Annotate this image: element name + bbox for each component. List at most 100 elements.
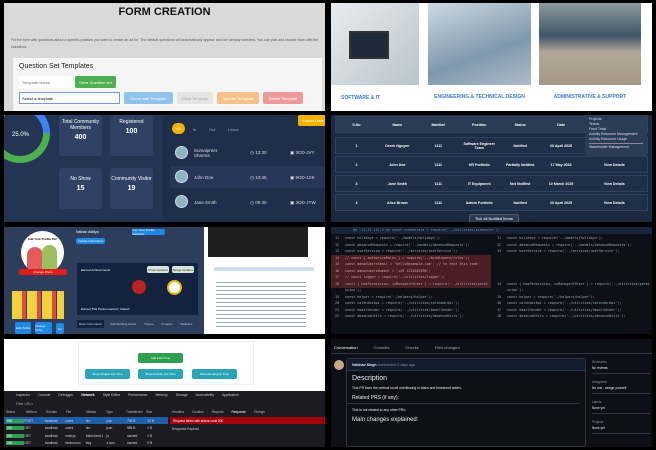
tick-all-button[interactable]: Tick all Notified Items [469,214,519,222]
code-line: const absenceUtils = require('../utiliti… [507,314,626,318]
pr-tab[interactable]: Checks [405,345,419,350]
save-question-set-button[interactable]: Save Question set [75,76,116,88]
person-row[interactable]: Sumalpreet Sharma ◷ 12:30 ▣ 3OD-JVY [170,142,325,164]
devtools-tab[interactable]: Network [81,393,95,397]
stat-total: Total Community Members 400 [59,115,102,156]
devtools-tab[interactable]: Memory [155,393,168,397]
update-info-button[interactable]: Update Information [76,238,105,244]
devtools-tab[interactable]: Application [222,393,239,397]
filter-all[interactable]: All [172,123,185,134]
devtools-tab[interactable]: Inspector [16,393,30,397]
error-banner: Request failed with status code 500 [170,417,325,424]
profile-picture[interactable]: Add Your Profile Pic! [21,231,64,274]
menu-item[interactable]: Feed Trials [589,127,607,131]
diff-line: 16 const calendarApi = require('../utilit… [493,300,650,307]
menu-item[interactable]: Teams [589,122,600,126]
tab-projects[interactable]: Projects [161,322,173,326]
tab-hours[interactable]: Add Working Hours [110,322,137,326]
tab-theme[interactable]: Theme [144,322,154,326]
profile-name: Nathan Aditiya [76,230,99,234]
person-row[interactable]: Jane Smith ◷ 09:30 ▣ 3OD-JYW [170,191,325,213]
devtools-tab[interactable]: Accessibility [195,393,215,397]
category-label: ENGINEERING & TECHNICAL DESIGN [434,94,525,100]
show-project-list-button[interactable]: Show Project List Time [85,369,130,379]
delete-template-button[interactable]: Delete Template [263,92,303,104]
edit-profile-button[interactable]: Edit Profile [15,322,31,334]
category-card-software[interactable]: SOFTWARE & IT [331,3,419,111]
menu-item[interactable]: Projects [589,117,602,121]
append-template-button[interactable]: Append Template [217,92,259,104]
profile-badge-button[interactable]: Your Next Profile Selection [132,228,165,236]
clock-icon: ◷ 09:30 [250,200,267,205]
sidebar-section[interactable]: Labels None yet [592,400,650,414]
column-header[interactable]: Initiator [86,410,97,414]
clear-template-button[interactable]: Clear Template [177,92,213,104]
job-categories-panel: SOFTWARE & IT ENGINEERING & TECHNICAL DE… [331,3,652,111]
column-header[interactable]: Size [146,410,153,414]
go-button[interactable]: Go [56,323,64,334]
pr-tab[interactable]: Files changed [434,345,460,350]
column-header[interactable]: File [66,410,72,414]
filter-leave[interactable]: Leave [228,127,239,132]
request-row[interactable]: 200 GET localhost favicon.ico img x-icon cache… [6,441,153,445]
show-employee-time-button[interactable]: Show Employee Time [192,369,237,379]
column-header[interactable]: Domain [46,410,57,414]
line-number: 18 [335,281,340,286]
request-row[interactable]: 200 GET localhost main.js index.html:1 js cach… [6,433,153,438]
add-fact-time-button[interactable]: Add Fact Time [138,353,183,363]
devtools-tab[interactable]: Performance [128,393,148,397]
filter-in[interactable]: In [193,127,197,132]
category-card-administrative[interactable]: ADMINISTRATIVE & SUPPORT [539,3,641,111]
line-number: 14 [497,281,502,286]
column-header[interactable]: Transferred [126,410,143,414]
sidebar-section[interactable]: Assignees No one - assign yourself [592,380,650,394]
detail-tab[interactable]: Cookies [192,410,204,414]
change-order-button[interactable]: Change Order [35,322,52,334]
detail-tab[interactable]: Request [211,410,224,414]
column-header[interactable]: Type [106,410,113,414]
clone-template-button[interactable]: Clone with Template [124,92,173,104]
devtools-tab[interactable]: Console [37,393,51,397]
column-header[interactable]: Status [6,410,16,414]
comment-author[interactable]: Vaibhav Singh [352,363,377,367]
tab-basic[interactable]: Basic Information [77,320,105,328]
table-row[interactable]: 2 John Doe 1111 HR Portfolio Partially Notif… [335,156,648,173]
pr-tab[interactable]: Conversation [334,345,358,350]
table-row[interactable]: 4 Alice Brown 1111 Admin Portfolio Notified 2… [335,194,648,211]
menu-item[interactable]: Stakeholder Management [589,145,630,149]
menu-item[interactable]: Activity Resource Usage [589,137,628,141]
pr-tab[interactable]: Commits [373,345,390,350]
line-number: 12 [497,242,502,247]
diff-line: 21 const emailSender = require('../utilit… [331,307,489,314]
menu-item[interactable]: Activity Resource Management [589,132,638,136]
tab-statistics[interactable]: Statistics [180,322,193,326]
badge-updates-button[interactable]: Badge Updates [172,266,194,273]
profile-caption: Add Your Profile Pic! [27,237,58,241]
template-name-input[interactable] [19,76,73,88]
table-row[interactable]: 1 Derek Nguyen 1111 Software Engineer Team N… [335,137,648,154]
devtools-tab[interactable]: Storage [175,393,188,397]
show-activity-list-button[interactable]: Show Activity List Time [138,369,183,379]
line-number: 13 [335,249,340,253]
detail-tab[interactable]: Timings [253,410,265,414]
table-row[interactable]: 3 Jane Smith 1111 IT Equipment Not Notified 1… [335,175,648,192]
sidebar-section[interactable]: Projects None yet [592,420,650,434]
request-row[interactable]: 500 POST localhost users xhr json 735 B 91 B [4,417,168,424]
devtools-tab[interactable]: Style Editor [102,393,121,397]
change-photo-button[interactable]: Change Photo [19,269,67,275]
filter-urls-input[interactable]: Filter URLs [16,402,33,406]
sidebar-section[interactable]: Reviewers No reviews [592,360,650,374]
template-select[interactable]: Select a template [19,92,120,104]
export-data-button[interactable]: Export Data [298,115,325,126]
payload-label: Response Payload [172,427,199,431]
attendance-donut [4,115,50,163]
devtools-tab[interactable]: Debugger [58,393,74,397]
column-header[interactable]: Method [26,410,37,414]
detail-tab[interactable]: Response [231,410,246,414]
filter-out[interactable]: Out [209,127,216,132]
category-card-engineering[interactable]: ENGINEERING & TECHNICAL DESIGN [428,3,531,111]
detail-tab[interactable]: Headers [172,410,185,414]
show-updated-button[interactable]: Show Updated [147,266,169,273]
person-row[interactable]: John Doe ◷ 13:45 ▣ 9OD-1XK [170,166,325,188]
